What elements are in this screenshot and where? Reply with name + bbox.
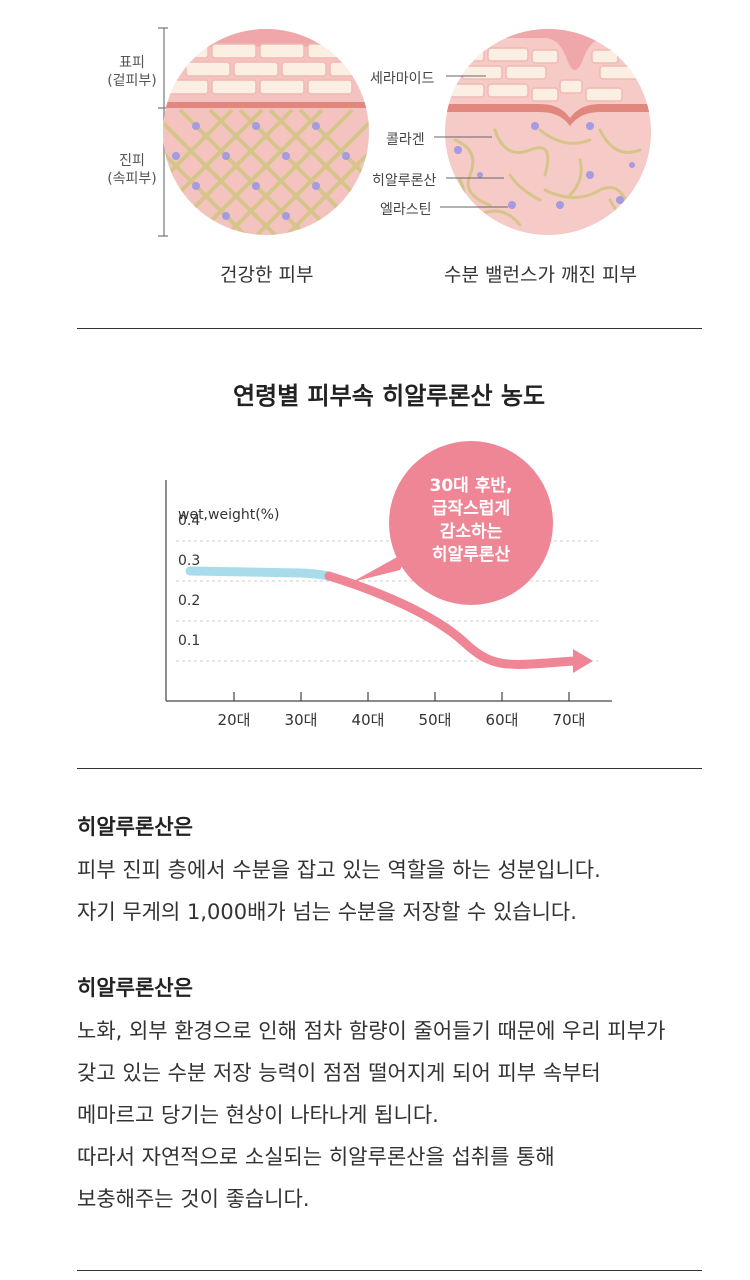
x-tick-label: 50대 [418,711,452,729]
callout-bubble [352,441,553,605]
info-line: 따라서 자연적으로 소실되는 히알루론산을 섭취를 통해 [77,1145,555,1169]
healthy-skin-circle [163,29,369,235]
skin-diagram: 표피 (겉피부) 진피 (속피부) [0,0,750,300]
epidermis-subtitle: (겉피부) [107,73,157,89]
series-line-early [185,566,334,581]
info-line: 피부 진피 층에서 수분을 잡고 있는 역할을 하는 성분입니다. [77,858,601,882]
callout-line-1: 30대 후반, [429,476,513,496]
x-tick-label: 70대 [552,711,586,729]
annotation-hyaluronic: 히알루론산 [372,173,437,189]
info-line: 갖고 있는 수분 저장 능력이 점점 떨어지게 되어 피부 속부터 [77,1061,601,1085]
annotation-ceramide: 세라마이드 [370,71,435,87]
callout-line-3: 감소하는 [439,522,503,542]
caption-healthy: 건강한 피부 [220,264,314,286]
divider [77,768,702,769]
dermis-label: 진피 (속피부) [100,152,164,188]
dermis-title: 진피 [119,153,145,169]
damaged-skin-circle [445,29,651,235]
y-tick-label: 0.3 [178,553,201,569]
series-arrowhead [573,649,593,673]
y-tick-label: 0.4 [178,513,201,529]
callout-text: 30대 후반, 급작스럽게 감소하는 히알루론산 [401,475,541,567]
divider [77,1270,702,1271]
annotation-elastin: 엘라스틴 [380,202,432,218]
chart-title: 연령별 피부속 히알루론산 농도 [232,382,546,410]
info-line: 보충해주는 것이 좋습니다. [77,1187,310,1211]
info-line: 노화, 외부 환경으로 인해 점차 함량이 줄어들기 때문에 우리 피부가 [77,1019,666,1043]
info-block-2: 히알루론산은 노화, 외부 환경으로 인해 점차 함량이 줄어들기 때문에 우리… [77,972,665,1220]
divider [77,328,702,329]
x-tick-label: 30대 [284,711,318,729]
y-tick-label: 0.2 [178,593,201,609]
dermis-subtitle: (속피부) [107,171,157,187]
x-tick-label: 20대 [217,711,251,729]
info-line: 메마르고 당기는 현상이 나타나게 됩니다. [77,1103,439,1127]
callout-line-2: 급작스럽게 [431,499,511,519]
x-tick-label: 60대 [485,711,519,729]
y-tick-label: 0.1 [178,633,201,649]
callout-line-4: 히알루론산 [431,545,511,565]
hyaluronic-age-chart [165,441,612,702]
x-tick-label: 40대 [351,711,385,729]
info-block-1: 히알루론산은 피부 진피 층에서 수분을 잡고 있는 역할을 하는 성분입니다.… [77,811,601,933]
skin-illustrations [158,27,651,237]
series-line-decline [324,571,580,669]
epidermis-label: 표피 (겉피부) [100,54,164,90]
info-line: 자기 무게의 1,000배가 넘는 수분을 저장할 수 있습니다. [77,900,577,924]
annotation-collagen: 콜라겐 [386,132,425,148]
caption-damaged: 수분 밸런스가 깨진 피부 [444,264,637,286]
epidermis-title: 표피 [119,55,145,71]
y-axis-label: wet,weight(%) [178,507,280,523]
info-block-2-title: 히알루론산은 [77,976,193,1000]
info-block-1-title: 히알루론산은 [77,815,193,839]
